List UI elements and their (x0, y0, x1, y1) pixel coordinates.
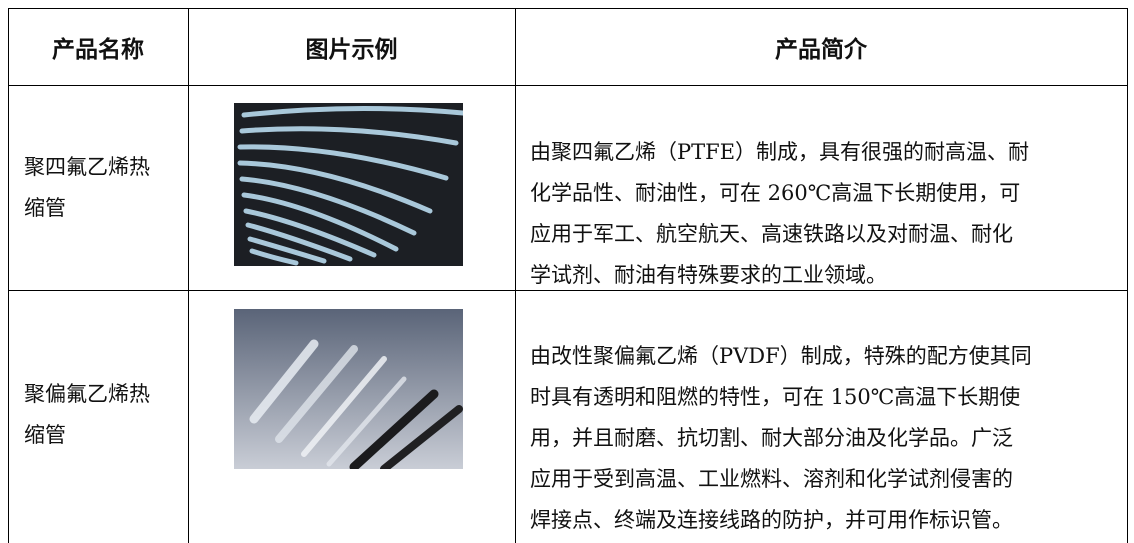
header-cell: 图片示例 (305, 36, 398, 63)
border (8, 85, 1128, 86)
description: 由聚四氟乙烯（PTFE）制成，具有很强的耐高温、耐 化学品性、耐油性，可在 26… (530, 132, 1130, 296)
border (8, 290, 1128, 291)
product-name: 聚偏氟乙烯热缩管 (24, 382, 150, 447)
text-line: 化学品性、耐油性，可在 260℃高温下长期使用，可 (530, 181, 1021, 205)
text-line: 学试剂、耐油有特殊要求的工业领域。 (530, 263, 887, 287)
border (8, 8, 1128, 9)
text-line: 应用于军工、航空航天、高速铁路以及对耐温、耐化 (530, 222, 1013, 246)
border (1127, 8, 1128, 543)
border (515, 8, 516, 543)
border (8, 8, 9, 543)
product-name: 聚四氟乙烯热缩管 (24, 155, 150, 220)
text-line: 焊接点、终端及连接线路的防护，并可用作标识管。 (530, 508, 1013, 532)
header-cell: 产品简介 (775, 36, 867, 63)
text-line: 时具有透明和阻燃的特性，可在 150℃高温下长期使 (530, 385, 1021, 409)
text-line: 用，并且耐磨、抗切割、耐大部分油及化学品。广泛 (530, 426, 1013, 450)
border (188, 8, 189, 543)
text-line: 应用于受到高温、工业燃料、溶剂和化学试剂侵害的 (530, 467, 1013, 491)
description: 由改性聚偏氟乙烯（PVDF）制成，特殊的配方使其同 时具有透明和阻燃的特性，可在… (530, 336, 1130, 541)
header-cell: 产品名称 (52, 36, 144, 63)
product-image (234, 103, 463, 266)
text-line: 由聚四氟乙烯（PTFE）制成，具有很强的耐高温、耐 (530, 140, 1030, 164)
product-image (234, 309, 463, 469)
text-line: 由改性聚偏氟乙烯（PVDF）制成，特殊的配方使其同 (530, 344, 1032, 368)
